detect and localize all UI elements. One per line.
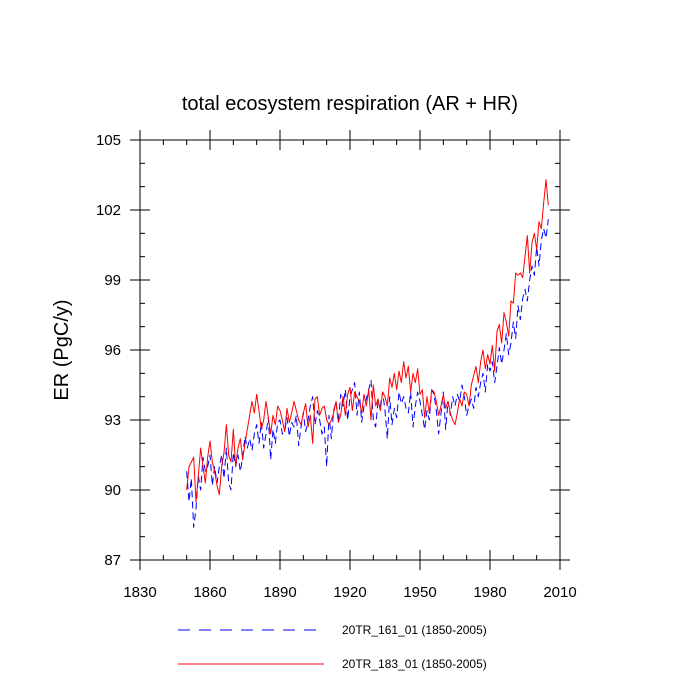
chart-title: total ecosystem respiration (AR + HR) (182, 93, 518, 115)
series-line-2 (186, 179, 549, 503)
y-tick-label: 93 (104, 412, 121, 429)
series-layer (186, 179, 549, 528)
y-tick-label: 96 (104, 342, 121, 359)
legend-label-2: 20TR_183_01 (1850-2005) (342, 657, 487, 671)
legend: 20TR_161_01 (1850-2005) 20TR_183_01 (1850… (178, 623, 487, 671)
plot-frame (139, 139, 561, 561)
axis-ticks: 1830 1860 1890 1920 1950 1980 2010 87 90 93 96 99 10… (96, 130, 577, 601)
x-tick-label: 1860 (193, 584, 226, 601)
x-tick-label: 1830 (123, 584, 156, 601)
x-tick-label: 1890 (263, 584, 296, 601)
y-tick-label: 99 (104, 272, 121, 289)
y-tick-label: 105 (96, 132, 121, 149)
y-tick-label: 102 (96, 202, 121, 219)
y-tick-label: 87 (104, 552, 121, 569)
x-tick-label: 1950 (403, 584, 436, 601)
x-tick-label: 2010 (543, 584, 576, 601)
x-tick-label: 1980 (473, 584, 506, 601)
series-line-1 (186, 219, 549, 528)
y-tick-label: 90 (104, 482, 121, 499)
legend-label-1: 20TR_161_01 (1850-2005) (342, 623, 487, 637)
x-tick-label: 1920 (333, 584, 366, 601)
y-axis-label: ER (PgC/y) (51, 299, 73, 400)
